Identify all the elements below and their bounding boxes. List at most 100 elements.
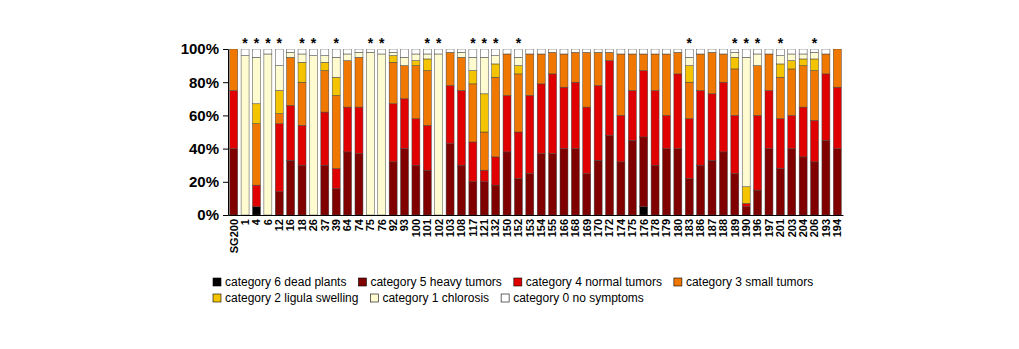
x-tick: 6 xyxy=(262,219,274,225)
bar-segment xyxy=(697,49,705,54)
bar-segment xyxy=(469,57,477,70)
x-tick: 76 xyxy=(376,219,388,231)
bar-segment xyxy=(662,115,670,148)
x-tick: 121 xyxy=(478,219,490,237)
y-tick-label: 0% xyxy=(197,206,219,223)
y-tick-mark xyxy=(223,49,228,50)
x-tick-label: 101 xyxy=(421,219,433,237)
x-tick-label: 26 xyxy=(307,219,319,231)
bar-segment xyxy=(526,174,534,216)
bar-segment xyxy=(321,62,329,70)
bar-segment xyxy=(230,149,238,215)
annotation: * xyxy=(379,35,385,51)
bar-segment xyxy=(708,160,716,215)
bar-segment xyxy=(640,71,648,137)
x-tick-label: 174 xyxy=(615,218,627,237)
bar-segment xyxy=(788,61,796,69)
bar-segment xyxy=(389,49,397,52)
bar-segment xyxy=(811,71,819,121)
x-tick-label: 190 xyxy=(740,219,752,237)
bar-series xyxy=(252,56,818,204)
legend-swatch xyxy=(213,278,221,286)
bar-segment xyxy=(332,95,340,168)
x-tick-label: 92 xyxy=(387,219,399,231)
bar-segment xyxy=(560,87,568,148)
bar-segment xyxy=(480,94,488,132)
bar-segment xyxy=(594,52,602,85)
bar-segment xyxy=(401,99,409,149)
x-tick: 16 xyxy=(284,219,296,231)
bar-segment xyxy=(275,91,283,114)
x-tick-label: 64 xyxy=(341,218,353,231)
bar-segment xyxy=(788,69,796,115)
bar-segment xyxy=(423,71,431,126)
bar-segment xyxy=(651,165,659,215)
bar-segment xyxy=(230,49,238,91)
bar-segment xyxy=(754,190,762,215)
x-tick-label: 152 xyxy=(512,219,524,237)
bar-segment xyxy=(537,154,545,215)
bar-segment xyxy=(457,49,465,52)
bar-segment xyxy=(731,174,739,216)
bar-segment xyxy=(776,77,784,119)
bar-segment xyxy=(560,49,568,54)
bar-segment xyxy=(252,57,260,103)
bar-segment xyxy=(366,52,374,215)
bar-segment xyxy=(480,170,488,182)
bar-segment xyxy=(241,56,249,215)
bar-segment xyxy=(389,162,397,215)
x-tick: 117 xyxy=(467,219,479,237)
bar-segment xyxy=(571,149,579,215)
x-tick-label: 6 xyxy=(262,219,274,225)
annotation: * xyxy=(368,35,374,51)
x-tick-label: 1 xyxy=(239,219,251,225)
bar-segment xyxy=(549,52,557,74)
x-tick-label: 132 xyxy=(489,219,501,237)
bar-segment xyxy=(628,54,636,91)
bar-segment xyxy=(514,74,522,132)
bar-segment xyxy=(423,59,431,71)
bar-segment xyxy=(822,140,830,215)
bar-segment xyxy=(401,66,409,99)
bar-segment xyxy=(230,49,238,50)
bar-segment xyxy=(708,49,716,52)
bar-segment xyxy=(412,66,420,119)
bar-segment xyxy=(571,82,579,148)
legend-swatch xyxy=(501,294,509,302)
x-tick: 12 xyxy=(273,219,285,231)
bar-segment xyxy=(298,62,306,82)
x-tick: 39 xyxy=(330,219,342,231)
legend-item: category 5 heavy tumors xyxy=(358,275,501,289)
y-tick-mark xyxy=(223,115,228,116)
bar-segment xyxy=(275,49,283,66)
bar-segment xyxy=(401,49,409,57)
x-tick-label: 204 xyxy=(797,218,809,237)
bar-segment xyxy=(651,54,659,91)
bar-segment xyxy=(264,54,272,215)
legend-swatch xyxy=(358,278,366,286)
x-tick-label: 186 xyxy=(694,219,706,237)
bar-segment xyxy=(833,149,841,215)
bar-segment xyxy=(412,49,420,54)
bar-segment xyxy=(833,49,841,50)
bar-segment xyxy=(662,49,670,54)
bar-segment xyxy=(765,91,773,149)
bar-segment xyxy=(651,49,659,54)
bar-segment xyxy=(788,149,796,215)
x-tick-label: 18 xyxy=(296,219,308,231)
annotation: * xyxy=(254,35,260,51)
bar-segment xyxy=(401,149,409,215)
bar-segment xyxy=(275,124,283,192)
bar-segment xyxy=(252,104,260,124)
bar-segment xyxy=(799,54,807,59)
bar-segment xyxy=(230,49,238,50)
bar-segment xyxy=(469,84,477,142)
bar-segment xyxy=(412,54,420,61)
bar-segment xyxy=(332,188,340,215)
bar-segment xyxy=(640,54,648,71)
bar-segment xyxy=(776,56,784,64)
x-tick: 18 xyxy=(296,219,308,231)
x-tick: 172 xyxy=(603,219,615,237)
bar-segment xyxy=(446,49,454,52)
bar-segment xyxy=(298,125,306,165)
